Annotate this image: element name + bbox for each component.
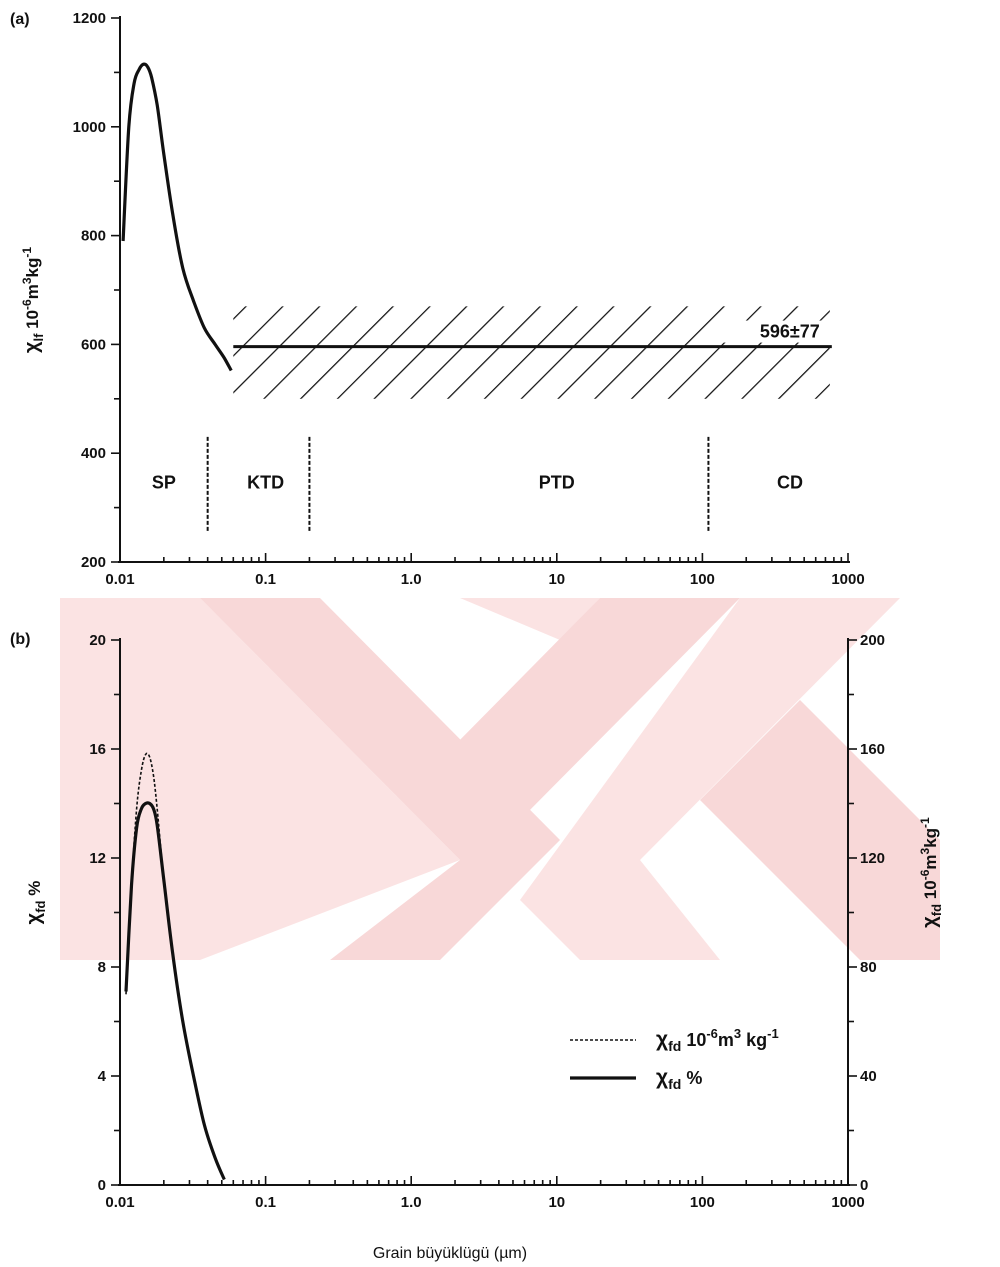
ylabel-sup: -1	[918, 817, 932, 828]
ylabel-sup: -6	[20, 299, 34, 310]
legend-text: kg	[741, 1030, 767, 1050]
uncertainty-band-hatch	[233, 306, 830, 399]
ylabel-sup: -1	[20, 247, 34, 258]
panel-b-y-tick-label-right: 160	[860, 741, 885, 758]
panel-a-y-tick-label-left: 400	[81, 445, 106, 462]
panel-b-y-tick-label-left: 20	[89, 632, 106, 649]
panel-b-x-tick-label: 1000	[831, 1194, 864, 1211]
legend-label-solid: χfd %	[656, 1066, 702, 1092]
ylabel-chi: χ	[21, 341, 43, 353]
panel-b-x-tick-label: 0.1	[255, 1194, 276, 1211]
panel-b-y-tick-label-right: 0	[860, 1177, 868, 1194]
panel-a-dividers	[206, 436, 710, 532]
ylabel-chi: χ	[919, 916, 941, 928]
legend-text: 10	[681, 1030, 706, 1050]
panel-a-x-tick-label: 10	[548, 571, 565, 588]
ylabel-text: m	[23, 284, 42, 299]
panel-a-x-tick-label: 0.01	[105, 571, 134, 588]
panel-b-series	[124, 752, 226, 1181]
panel-b-y-tick-label-right: 40	[860, 1068, 877, 1085]
legend-chi: χ	[656, 1028, 668, 1051]
ylabel-sup: 3	[20, 277, 34, 284]
legend-chi: χ	[656, 1066, 668, 1089]
panel-a-letter: (a)	[10, 11, 30, 28]
legend-text: m	[718, 1030, 734, 1050]
legend-sup: -6	[706, 1026, 718, 1041]
panel-b-y-tick-label-left: 0	[98, 1177, 106, 1194]
ylabel-text: %	[25, 881, 44, 901]
panel-b-axes: 0.01 0.1 1.0 10 100 1000048121620040801201602…	[89, 632, 885, 1211]
ylabel-chi: χ	[23, 912, 45, 924]
panel-b-series-solid	[124, 801, 226, 1181]
legend-sub: fd	[668, 1076, 681, 1092]
panel-b-y-tick-label-right: 200	[860, 632, 885, 649]
panel-a-ylabel: χlf 10-6m3kg-1	[20, 247, 46, 353]
ylabel-text: kg	[23, 258, 42, 278]
panel-b-y-tick-label-right: 120	[860, 850, 885, 867]
panel-b-xlabel: Grain büyüklügü (µm)	[373, 1245, 527, 1262]
panel-a-band: 596±77	[233, 306, 832, 399]
panel-b-y-tick-label-right: 80	[860, 959, 877, 976]
band-label-background	[719, 320, 824, 343]
panel-a-y-tick-label-left: 1200	[73, 10, 106, 27]
panel-a-y-tick-label-left: 1000	[73, 119, 106, 136]
ylabel-text: 10	[23, 310, 42, 334]
panel-a-x-tick-label: 100	[690, 571, 715, 588]
panel-a-y-axis-title: χlf 10-6m3kg-1	[20, 247, 46, 353]
ylabel-sub: fd	[929, 904, 944, 916]
legend-sub: fd	[668, 1038, 681, 1054]
ylabel-sub: lf	[31, 333, 46, 342]
legend-text: %	[681, 1068, 702, 1088]
panel-a-series-line	[121, 62, 233, 372]
panel-a-y-tick-label-left: 600	[81, 336, 106, 353]
panel-a-x-tick-label: 1.0	[401, 571, 422, 588]
legend-sup: -1	[767, 1026, 779, 1041]
legend-sup: 3	[734, 1026, 741, 1041]
panel-a-series	[121, 62, 233, 372]
band-value-label: 596±77	[760, 322, 820, 342]
panel-b-y-tick-label-left: 4	[98, 1068, 107, 1085]
ylabel-text: 10	[921, 880, 940, 904]
ylabel-text: kg	[921, 828, 940, 848]
region-label-ptd: PTD	[539, 473, 575, 493]
region-label-sp: SP	[152, 473, 176, 493]
panel-b-ylabels: χfd %χfd 10-6m3kg-1	[23, 817, 944, 928]
panel-b-x-tick-label: 10	[548, 1194, 565, 1211]
panel-b-x-tick-label: 0.01	[105, 1194, 134, 1211]
panel-b-right-y-axis-title: χfd 10-6m3kg-1	[918, 817, 944, 928]
panel-b-x-tick-label: 1.0	[401, 1194, 422, 1211]
panel-b-x-tick-label: 100	[690, 1194, 715, 1211]
panel-a: (a) 0.01 0.1 1.0 10 100 1000 200 400 600 800 1000 1…	[10, 10, 865, 588]
panel-b-left-y-axis-title: χfd %	[23, 881, 48, 925]
ylabel-sub: fd	[33, 900, 48, 912]
panel-a-regions: SP KTD PTD CD	[152, 473, 803, 493]
panel-b: (b) 0.01 0.1 1.0 10 100 100004812162004080120…	[10, 631, 944, 1262]
region-label-cd: CD	[777, 473, 803, 493]
panel-a-axes: 0.01 0.1 1.0 10 100 1000 200 400 600 800 1000 1200	[73, 10, 865, 588]
panel-a-y-tick-label-left: 800	[81, 228, 106, 245]
panel-a-x-tick-label: 0.1	[255, 571, 276, 588]
watermark	[60, 598, 940, 960]
panel-b-y-tick-label-left: 16	[89, 741, 106, 758]
panel-b-series-dashed	[125, 752, 226, 1180]
panel-a-x-tick-label: 1000	[831, 571, 864, 588]
ylabel-text: m	[921, 854, 940, 869]
panel-b-y-tick-label-left: 12	[89, 850, 106, 867]
panel-b-y-tick-label-left: 8	[98, 959, 106, 976]
ylabel-sup: -6	[918, 869, 932, 880]
region-label-ktd: KTD	[247, 473, 284, 493]
panel-a-y-tick-label-left: 200	[81, 554, 106, 571]
panel-b-letter: (b)	[10, 631, 30, 648]
legend-label-dashed: χfd 10-6m3 kg-1	[656, 1026, 779, 1054]
ylabel-sup: 3	[918, 847, 932, 854]
